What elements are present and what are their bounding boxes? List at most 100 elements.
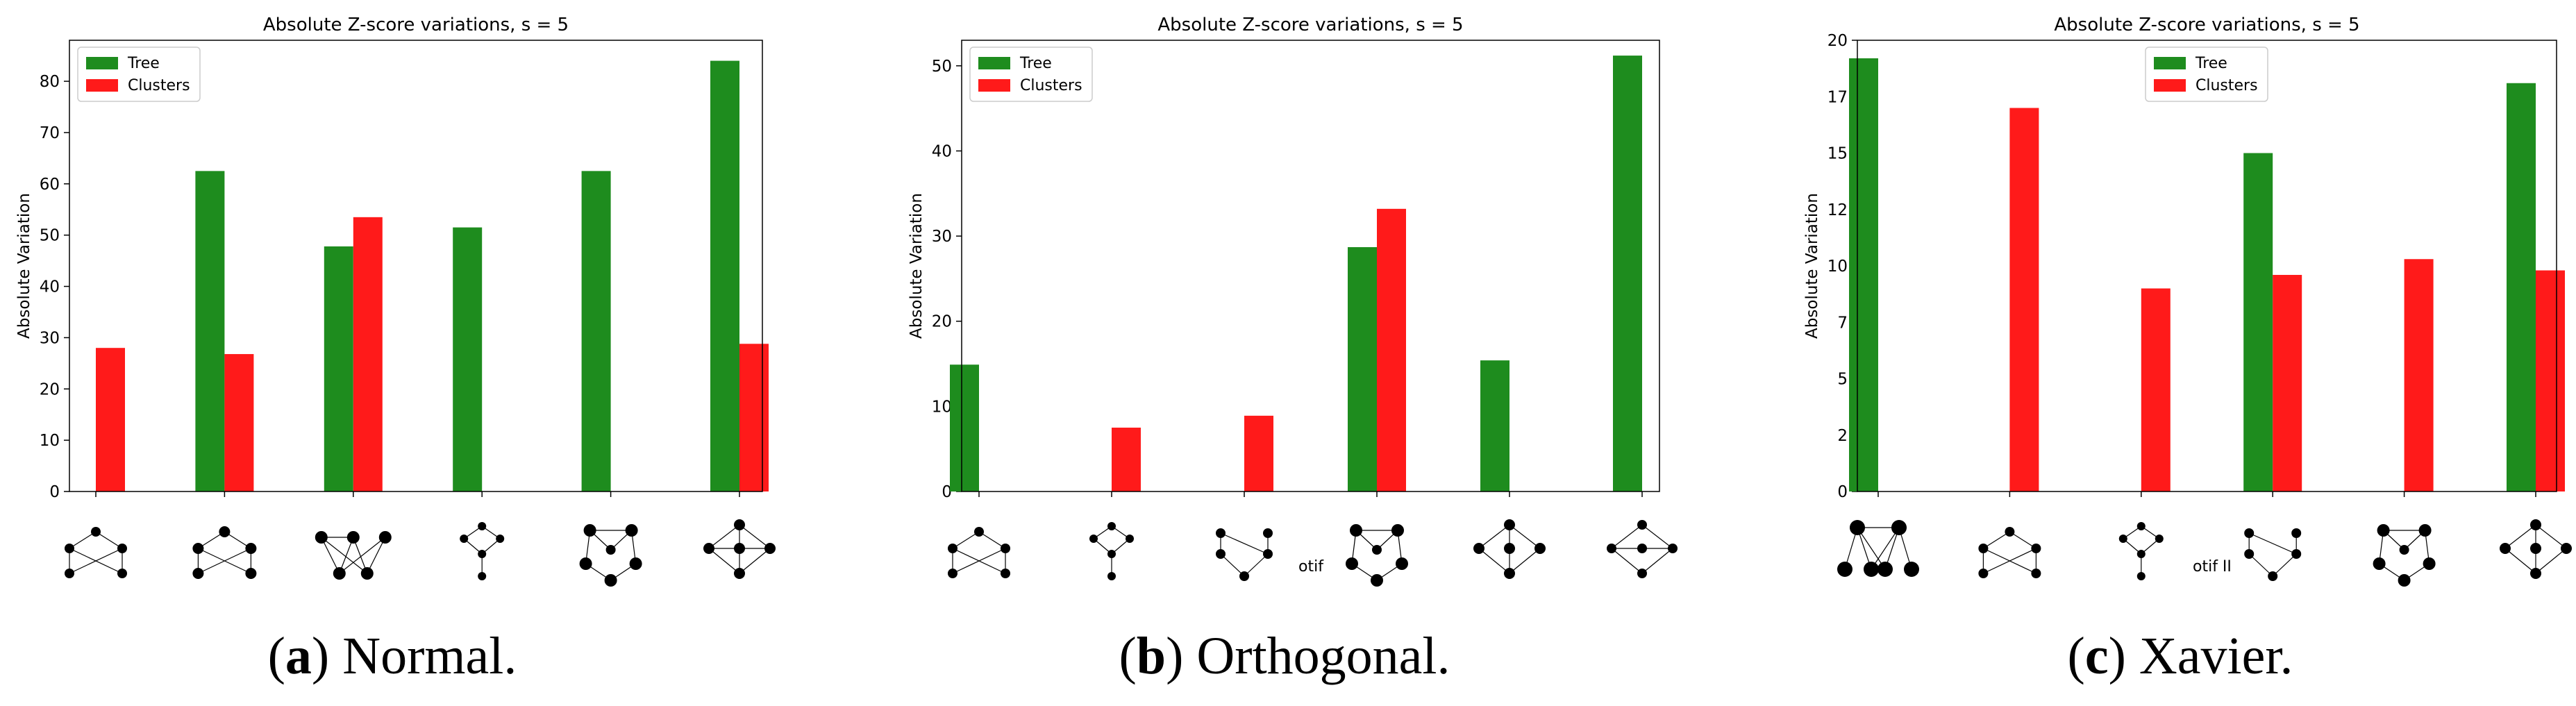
caption-letter: c (2085, 627, 2109, 685)
legend-label-tree: Tree (1019, 55, 1052, 72)
motif-node (948, 544, 957, 553)
motif-edge (69, 548, 123, 574)
motif-edge (95, 531, 123, 549)
y-tick-label: 15 (1828, 145, 1848, 163)
motif-edge (2504, 524, 2536, 549)
bar-tree-4 (1348, 247, 1377, 491)
motif-edge (367, 537, 386, 574)
bar-clusters-3 (353, 217, 383, 491)
axes-frame (1857, 40, 2557, 492)
caption-letter: b (1137, 627, 1166, 685)
motif-edge (2009, 531, 2036, 549)
legend-label-tree: Tree (2195, 55, 2227, 72)
legend-label-tree: Tree (127, 55, 160, 72)
bar-clusters-4 (2273, 275, 2302, 491)
motif-node (2136, 550, 2146, 558)
caption-letter: a (285, 627, 312, 685)
y-axis-label: Absolute Variation (908, 193, 926, 339)
motif-glyph-2 (1089, 522, 1134, 580)
motif-edge (2272, 553, 2297, 577)
y-tick-label: 0 (49, 483, 60, 501)
y-tick-label: 10 (932, 398, 952, 416)
motif-node (1607, 544, 1616, 553)
motif-node (703, 543, 714, 554)
motif-node (478, 550, 487, 558)
bar-clusters-2 (224, 354, 254, 491)
motif-node (1637, 569, 1647, 578)
stray-text: otif II (2193, 558, 2232, 575)
bar-tree-4 (453, 227, 483, 491)
chart-title: Absolute Z-score variations, s = 5 (2054, 15, 2359, 35)
bar-tree-4 (2243, 153, 2273, 491)
motif-glyph-5 (2373, 524, 2436, 587)
y-tick-label: 17 (1828, 88, 1848, 106)
motif-node (1904, 562, 1919, 577)
y-tick-label: 60 (40, 176, 60, 194)
motif-glyph-6 (1607, 520, 1678, 578)
motif-node (378, 531, 392, 544)
bar-clusters-3 (2141, 288, 2171, 491)
chart-panel-2: Absolute Z-score variations, s = 5 0 10 20 3… (908, 15, 1678, 685)
motif-node (1126, 535, 1134, 543)
motif-node (2291, 549, 2302, 559)
motif-node (1001, 544, 1010, 553)
motif-edge (2248, 532, 2297, 555)
motif-node (1107, 572, 1116, 580)
motif-node (2031, 569, 2041, 578)
motif-node (219, 526, 231, 537)
motif-node (1473, 543, 1484, 554)
motif-node (2398, 574, 2411, 587)
motif-glyph-4 (460, 522, 505, 580)
y-tick-label: 0 (1837, 483, 1848, 501)
y-tick-label: 0 (942, 483, 952, 501)
legend-label-clusters: Clusters (2196, 77, 2258, 94)
motif-glyph-3 (2118, 522, 2164, 580)
motif-edge (1478, 548, 1510, 574)
bar-tree-6 (2507, 83, 2536, 491)
y-tick-label: 50 (40, 227, 60, 245)
legend-label-clusters: Clusters (128, 77, 190, 94)
motif-node (2561, 543, 2572, 554)
motif-node (948, 569, 957, 578)
motif-node (2530, 543, 2541, 554)
motif-node (360, 567, 374, 580)
motif-node (2136, 522, 2146, 530)
motif-node (629, 557, 642, 570)
motif-edge (1641, 524, 1673, 549)
caption-text: ) Normal. (312, 627, 517, 685)
stray-text: otif (1298, 558, 1324, 575)
motif-edge (321, 537, 340, 574)
motif-node (2031, 544, 2041, 553)
panel-caption: (b) Orthogonal. (1119, 627, 1450, 685)
motif-node (1263, 549, 1273, 559)
motif-node (117, 544, 127, 553)
motif-node (2268, 571, 2278, 581)
panel-caption: (c) Xavier. (2068, 627, 2293, 685)
motif-node (2377, 524, 2390, 537)
motif-node (2005, 527, 2015, 537)
motif-node (65, 544, 74, 553)
motif-edge (708, 524, 740, 549)
motif-edge (1244, 553, 1269, 577)
motif-edge (2535, 548, 2567, 574)
motif-edge (978, 531, 1006, 549)
axes-frame (69, 40, 763, 492)
motif-node (245, 568, 257, 579)
motif-node (2291, 528, 2302, 538)
motif-edge (69, 531, 97, 549)
caption-text: ) Orthogonal. (1166, 627, 1450, 685)
motif-glyph-3 (315, 531, 392, 580)
y-tick-label: 80 (40, 73, 60, 91)
motif-edge (1509, 524, 1541, 549)
motif-node (1864, 562, 1879, 577)
bar-tree-5 (1480, 360, 1509, 491)
bar-tree-5 (581, 171, 611, 491)
y-tick-label: 70 (40, 124, 60, 142)
motif-edge (739, 524, 771, 549)
motif-edge (1983, 531, 2010, 549)
motif-edge (353, 537, 368, 574)
motif-edge (339, 537, 354, 574)
motif-node (478, 522, 487, 530)
motif-node (1372, 545, 1382, 555)
